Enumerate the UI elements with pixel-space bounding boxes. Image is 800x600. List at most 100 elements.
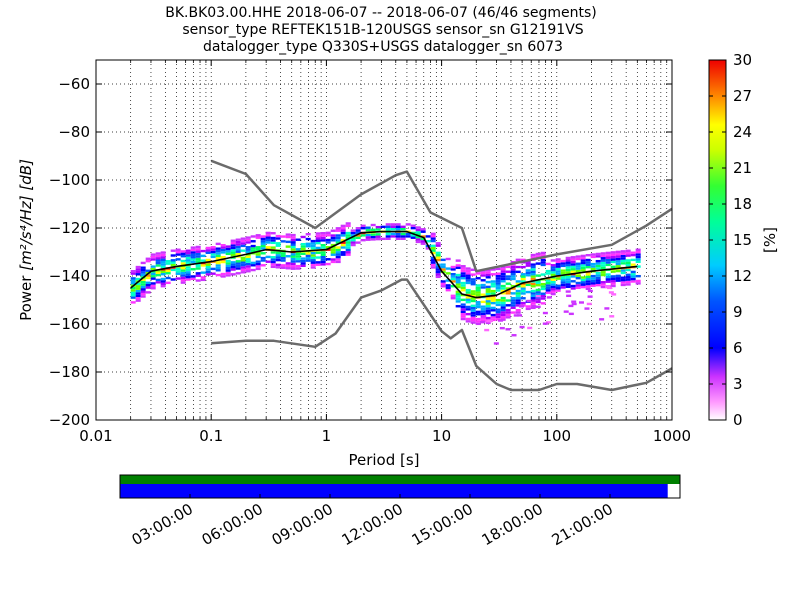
density-cell [255, 267, 261, 271]
density-cell [140, 278, 146, 281]
density-cell [295, 255, 301, 258]
density-cell [525, 264, 531, 267]
density-cell [205, 273, 211, 276]
density-cell [135, 268, 141, 271]
chart-title-line-2: sensor_type REFTEK151B-120USGS sensor_sn… [182, 22, 583, 38]
density-cell [165, 260, 171, 263]
density-cell [595, 271, 601, 275]
density-cell [580, 257, 586, 260]
density-cell [510, 306, 516, 309]
density-cell [130, 291, 136, 294]
density-cell [455, 276, 461, 279]
density-cell [590, 277, 596, 280]
y-axis-label-units: [m²/s⁴/Hz] [dB] [17, 159, 35, 271]
density-cell [150, 277, 156, 280]
density-cell [460, 308, 466, 311]
density-cell [590, 274, 596, 278]
density-cell [325, 241, 331, 244]
density-cell [515, 265, 521, 269]
density-cell [320, 246, 326, 249]
density-cell [130, 277, 136, 280]
density-cell [285, 267, 291, 270]
density-cell [210, 267, 216, 271]
density-cell [530, 292, 536, 295]
colorbar-tick-label: 12 [733, 267, 752, 285]
density-cell [285, 264, 291, 268]
density-cell [526, 299, 532, 303]
density-cell [545, 289, 551, 292]
density-cell [250, 240, 256, 243]
density-cell [520, 285, 526, 288]
density-cell [140, 280, 146, 284]
density-cell [230, 251, 236, 254]
density-cell [500, 301, 506, 305]
density-cell [215, 242, 221, 246]
density-cell [540, 273, 546, 276]
density-cell [475, 277, 481, 280]
density-cell [395, 225, 401, 228]
density-cell [155, 259, 161, 262]
density-cell [435, 258, 441, 262]
density-cell [525, 290, 531, 294]
density-cell [415, 228, 421, 232]
density-cell [135, 297, 141, 300]
density-cell [555, 265, 561, 268]
density-cell [430, 249, 436, 252]
density-cell [500, 296, 506, 300]
density-cell [545, 284, 551, 287]
density-cell [445, 257, 451, 261]
density-cell [485, 309, 491, 313]
density-cell [315, 232, 321, 235]
density-cell [465, 296, 471, 299]
density-cell [130, 282, 136, 285]
density-cell [265, 246, 271, 249]
density-cell [320, 255, 326, 259]
density-cell [445, 279, 451, 282]
density-cell [565, 285, 571, 288]
density-cell [200, 271, 206, 274]
density-cell [540, 285, 546, 288]
density-cell [465, 272, 471, 275]
density-cell [310, 259, 316, 262]
density-cell [170, 278, 176, 281]
density-cell [525, 283, 531, 287]
density-cell [365, 233, 371, 237]
density-cell [210, 250, 216, 254]
density-cell [610, 279, 616, 283]
density-cell [375, 237, 381, 241]
density-cell [130, 270, 136, 273]
density-cell [180, 255, 186, 258]
density-cell [210, 246, 216, 249]
density-cell [385, 228, 391, 231]
density-cell [460, 317, 466, 321]
density-cell [415, 235, 421, 239]
density-cell [395, 232, 401, 236]
density-cell [360, 234, 366, 237]
density-cell [160, 277, 166, 281]
density-cell [430, 235, 436, 238]
density-cell [185, 251, 191, 255]
density-cell [290, 260, 296, 263]
density-cell [500, 304, 506, 307]
density-cell [535, 298, 541, 301]
density-cell [330, 260, 336, 264]
density-cell [542, 311, 548, 315]
density-cell [435, 244, 441, 247]
density-cell [535, 281, 541, 284]
psd-plot-area: 0.01 0.1 1 10 100 1000 −200 −180 −160 −140 −120 −1… [49, 59, 691, 445]
density-cell [555, 284, 561, 288]
density-cell [180, 262, 186, 265]
density-cell [550, 290, 556, 293]
density-cell [550, 280, 556, 284]
density-cell [568, 312, 574, 316]
density-cell [200, 259, 206, 262]
density-cell [460, 303, 466, 306]
density-cell [555, 258, 561, 261]
density-cell [470, 299, 476, 303]
x-tick-label: 0.01 [79, 427, 112, 445]
density-cell [520, 277, 526, 281]
density-cell [465, 300, 471, 304]
colorbar-label: [%] [761, 227, 779, 253]
density-cell [440, 282, 446, 286]
density-cell [305, 245, 311, 248]
